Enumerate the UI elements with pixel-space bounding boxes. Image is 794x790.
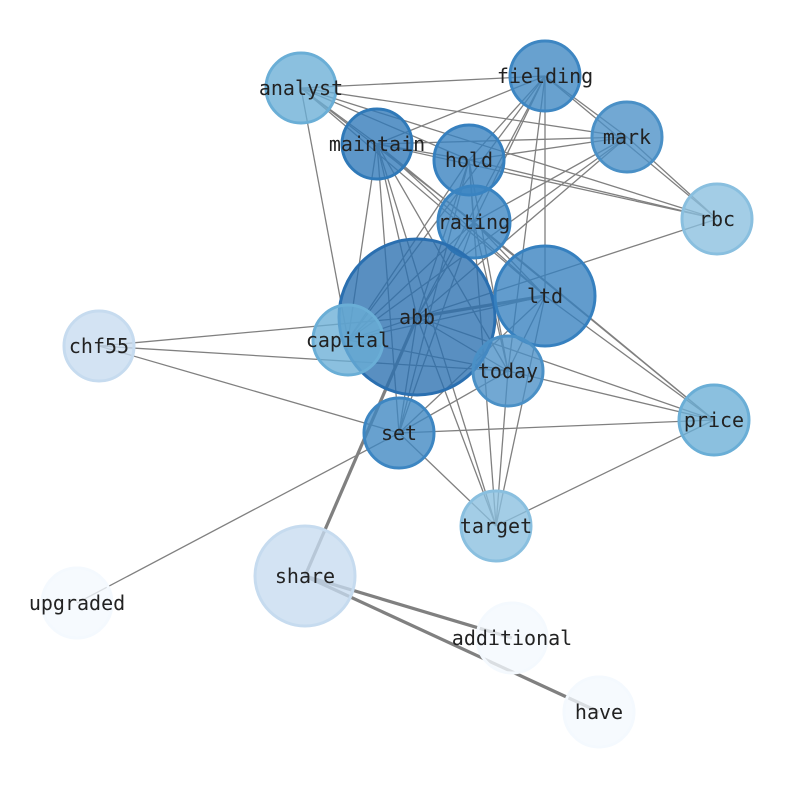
- node-label: rbc: [699, 207, 735, 231]
- node-circle: [562, 675, 636, 749]
- edge-target-price: [495, 419, 715, 527]
- node-ltd[interactable]: [493, 244, 597, 348]
- node-set[interactable]: [362, 396, 436, 470]
- node-additional[interactable]: [475, 601, 549, 675]
- node-analyst[interactable]: [264, 51, 338, 125]
- node-circle: [340, 107, 414, 181]
- node-have[interactable]: [562, 675, 636, 749]
- node-fielding[interactable]: [508, 39, 582, 113]
- node-label: upgraded: [29, 591, 125, 615]
- edge-chf55-set: [98, 345, 400, 434]
- node-label: maintain: [329, 132, 425, 156]
- node-price[interactable]: [677, 383, 751, 457]
- edge-analyst-ltd: [300, 87, 546, 297]
- node-label: share: [275, 564, 335, 588]
- edge-share-have: [304, 574, 600, 714]
- node-label: set: [381, 421, 417, 445]
- node-label: fielding: [497, 64, 593, 88]
- edge-set-upgraded: [76, 432, 400, 604]
- node-label: analyst: [259, 76, 343, 100]
- node-chf55[interactable]: [62, 309, 136, 383]
- edge-hold-rbc: [468, 159, 718, 220]
- node-label: capital: [306, 328, 390, 352]
- node-label: rating: [438, 210, 510, 234]
- edge-analyst-mark: [300, 87, 628, 138]
- node-label: chf55: [69, 334, 129, 358]
- edge-analyst-fielding: [300, 75, 546, 89]
- node-circle: [459, 489, 533, 563]
- node-circle: [471, 334, 545, 408]
- node-label: have: [575, 700, 623, 724]
- node-target[interactable]: [459, 489, 533, 563]
- node-label: ltd: [527, 284, 563, 308]
- node-rbc[interactable]: [680, 182, 754, 256]
- node-circle: [590, 100, 664, 174]
- node-label: today: [478, 359, 538, 383]
- node-circle: [493, 244, 597, 348]
- node-upgraded[interactable]: [40, 566, 114, 640]
- node-circle: [508, 39, 582, 113]
- node-label: additional: [452, 626, 572, 650]
- nodes: analyst fielding mark maintain hold rating rbc…: [29, 39, 754, 749]
- node-circle: [40, 566, 114, 640]
- node-label: hold: [445, 148, 493, 172]
- node-label: mark: [603, 125, 651, 149]
- edge-mark-maintain: [376, 136, 628, 145]
- node-circle: [362, 396, 436, 470]
- node-today[interactable]: [471, 334, 545, 408]
- node-rating[interactable]: [436, 184, 512, 260]
- node-label: target: [460, 514, 532, 538]
- node-label: abb: [399, 305, 435, 329]
- node-circle: [475, 601, 549, 675]
- node-circle: [680, 182, 754, 256]
- node-share[interactable]: [253, 524, 357, 628]
- node-mark[interactable]: [590, 100, 664, 174]
- node-label: price: [684, 408, 744, 432]
- node-circle: [436, 184, 512, 260]
- node-circle: [253, 524, 357, 628]
- node-circle: [62, 309, 136, 383]
- node-maintain[interactable]: [340, 107, 414, 181]
- node-circle: [677, 383, 751, 457]
- edge-maintain-rbc: [376, 143, 718, 220]
- edge-set-price: [398, 419, 715, 434]
- node-circle: [264, 51, 338, 125]
- node-capital[interactable]: [311, 303, 385, 377]
- node-circle: [311, 303, 385, 377]
